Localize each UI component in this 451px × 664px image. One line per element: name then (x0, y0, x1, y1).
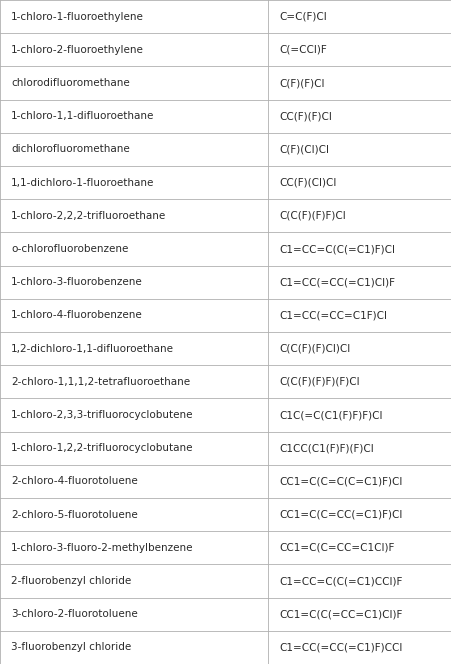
Text: dichlorofluoromethane: dichlorofluoromethane (11, 144, 130, 155)
Text: C1CC(C1(F)F)(F)Cl: C1CC(C1(F)F)(F)Cl (280, 443, 374, 454)
Text: C1=CC=C(C(=C1)F)Cl: C1=CC=C(C(=C1)F)Cl (280, 244, 396, 254)
Text: 1-chloro-2-fluoroethylene: 1-chloro-2-fluoroethylene (11, 44, 144, 55)
Text: CC1=C(C=C(C=C1)F)Cl: CC1=C(C=C(C=C1)F)Cl (280, 476, 403, 487)
Text: 3-chloro-2-fluorotoluene: 3-chloro-2-fluorotoluene (11, 609, 138, 620)
Text: 2-fluorobenzyl chloride: 2-fluorobenzyl chloride (11, 576, 132, 586)
Text: CC1=C(C=CC(=C1)F)Cl: CC1=C(C=CC(=C1)F)Cl (280, 509, 403, 520)
Text: 1,2-dichloro-1,1-difluoroethane: 1,2-dichloro-1,1-difluoroethane (11, 343, 174, 354)
Text: 2-chloro-5-fluorotoluene: 2-chloro-5-fluorotoluene (11, 509, 138, 520)
Text: o-chlorofluorobenzene: o-chlorofluorobenzene (11, 244, 129, 254)
Text: 3-fluorobenzyl chloride: 3-fluorobenzyl chloride (11, 642, 132, 653)
Text: 2-chloro-4-fluorotoluene: 2-chloro-4-fluorotoluene (11, 476, 138, 487)
Text: C1C(=C(C1(F)F)F)Cl: C1C(=C(C1(F)F)F)Cl (280, 410, 383, 420)
Text: CC1=C(C=CC=C1Cl)F: CC1=C(C=CC=C1Cl)F (280, 542, 395, 553)
Text: C(=CCl)F: C(=CCl)F (280, 44, 327, 55)
Text: 2-chloro-1,1,1,2-tetrafluoroethane: 2-chloro-1,1,1,2-tetrafluoroethane (11, 376, 190, 387)
Text: C1=CC(=CC(=C1)Cl)F: C1=CC(=CC(=C1)Cl)F (280, 277, 396, 288)
Text: 1-chloro-1,2,2-trifluorocyclobutane: 1-chloro-1,2,2-trifluorocyclobutane (11, 443, 194, 454)
Text: CC(F)(Cl)Cl: CC(F)(Cl)Cl (280, 177, 337, 188)
Text: C1=CC=C(C(=C1)CCl)F: C1=CC=C(C(=C1)CCl)F (280, 576, 403, 586)
Text: 1,1-dichloro-1-fluoroethane: 1,1-dichloro-1-fluoroethane (11, 177, 155, 188)
Text: C(C(F)(F)Cl)Cl: C(C(F)(F)Cl)Cl (280, 343, 351, 354)
Text: C(F)(F)Cl: C(F)(F)Cl (280, 78, 325, 88)
Text: C1=CC(=CC(=C1)F)CCl: C1=CC(=CC(=C1)F)CCl (280, 642, 403, 653)
Text: C(C(F)(F)F)Cl: C(C(F)(F)F)Cl (280, 210, 346, 221)
Text: 1-chloro-3-fluoro-2-methylbenzene: 1-chloro-3-fluoro-2-methylbenzene (11, 542, 194, 553)
Text: C(C(F)(F)F)(F)Cl: C(C(F)(F)F)(F)Cl (280, 376, 360, 387)
Text: chlorodifluoromethane: chlorodifluoromethane (11, 78, 130, 88)
Text: 1-chloro-3-fluorobenzene: 1-chloro-3-fluorobenzene (11, 277, 143, 288)
Text: 1-chloro-1,1-difluoroethane: 1-chloro-1,1-difluoroethane (11, 111, 155, 122)
Text: CC(F)(F)Cl: CC(F)(F)Cl (280, 111, 332, 122)
Text: C(F)(Cl)Cl: C(F)(Cl)Cl (280, 144, 330, 155)
Text: 1-chloro-2,3,3-trifluorocyclobutene: 1-chloro-2,3,3-trifluorocyclobutene (11, 410, 194, 420)
Text: C1=CC(=CC=C1F)Cl: C1=CC(=CC=C1F)Cl (280, 310, 387, 321)
Text: 1-chloro-4-fluorobenzene: 1-chloro-4-fluorobenzene (11, 310, 143, 321)
Text: 1-chloro-2,2,2-trifluoroethane: 1-chloro-2,2,2-trifluoroethane (11, 210, 166, 221)
Text: CC1=C(C(=CC=C1)Cl)F: CC1=C(C(=CC=C1)Cl)F (280, 609, 403, 620)
Text: C=C(F)Cl: C=C(F)Cl (280, 11, 327, 22)
Text: 1-chloro-1-fluoroethylene: 1-chloro-1-fluoroethylene (11, 11, 144, 22)
